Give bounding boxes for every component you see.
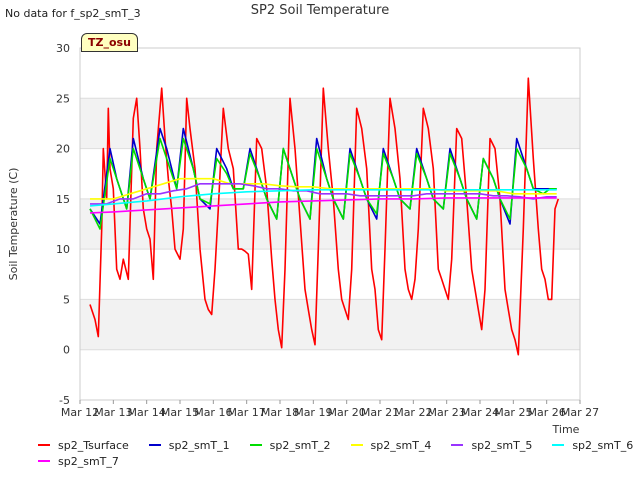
x-tick-label: Mar 18 bbox=[261, 406, 299, 419]
grid-band bbox=[80, 98, 580, 149]
legend-item-sp2_smT_7: sp2_smT_7 bbox=[38, 455, 119, 468]
y-axis-title: Soil Temperature (C) bbox=[7, 168, 20, 281]
legend-swatch bbox=[148, 444, 161, 446]
x-tick-label: Mar 25 bbox=[494, 406, 532, 419]
plot-border bbox=[79, 47, 581, 401]
series-line-sp2_smT_2 bbox=[89, 137, 557, 230]
y-tick-label: 25 bbox=[56, 92, 70, 105]
x-tick-label: Mar 24 bbox=[461, 406, 499, 419]
y-tick-label: 30 bbox=[56, 42, 70, 55]
legend-item-sp2_smT_1: sp2_smT_1 bbox=[148, 438, 230, 452]
legend-swatch bbox=[38, 460, 50, 462]
legend-swatch bbox=[38, 444, 50, 446]
x-tick-label: Mar 23 bbox=[428, 406, 466, 419]
y-tick-label: -5 bbox=[59, 394, 70, 407]
legend-row: sp2_Tsurface sp2_smT_1 sp2_smT_2 sp2_smT_4 s… bbox=[38, 437, 633, 453]
legend-item-sp2_smT_6: sp2_smT_6 bbox=[552, 439, 633, 452]
series-line-sp2_smT_4 bbox=[90, 177, 557, 200]
x-tick-label: Mar 14 bbox=[128, 406, 166, 419]
x-tick-label: Mar 20 bbox=[328, 406, 366, 419]
grid-band bbox=[80, 198, 580, 250]
y-tick-label: 0 bbox=[63, 344, 70, 357]
legend-label: sp2_smT_5 bbox=[471, 438, 533, 452]
legend-item-sp2_Tsurface: sp2_Tsurface bbox=[38, 439, 129, 452]
no-data-notice: No data for f_sp2_smT_3 bbox=[5, 7, 141, 20]
series-line-sp2_Tsurface bbox=[89, 77, 560, 356]
legend-item-sp2_smT_5: sp2_smT_5 bbox=[451, 439, 532, 452]
y-tick-label: 20 bbox=[56, 143, 70, 156]
y-tick-label: 10 bbox=[56, 243, 70, 256]
x-tick-label: Mar 19 bbox=[294, 406, 332, 419]
x-tick-label: Mar 21 bbox=[361, 406, 399, 419]
x-tick-label: Mar 17 bbox=[228, 406, 266, 419]
grid-band bbox=[80, 299, 580, 350]
chart-title: SP2 Soil Temperature bbox=[250, 3, 390, 18]
legend-item-sp2_smT_2: sp2_smT_2 bbox=[249, 438, 331, 452]
legend-label: sp2_smT_4 bbox=[370, 438, 432, 452]
legend-label: sp2_Tsurface bbox=[58, 438, 129, 452]
x-tick-label: Mar 13 bbox=[94, 406, 132, 419]
legend-label: sp2_smT_1 bbox=[168, 438, 230, 452]
legend-label: sp2_smT_6 bbox=[572, 438, 634, 452]
x-tick-label: Mar 16 bbox=[194, 406, 232, 419]
legend-swatch bbox=[249, 444, 262, 446]
x-tick-label: Mar 22 bbox=[394, 406, 432, 419]
timezone-badge: TZ_osu bbox=[81, 33, 138, 52]
series-line-sp2_smT_7 bbox=[89, 197, 557, 214]
x-tick-label: Mar 15 bbox=[161, 406, 199, 419]
legend-row: sp2_smT_7 bbox=[38, 453, 628, 469]
legend-label: sp2_smT_2 bbox=[269, 438, 331, 452]
x-tick-label: Mar 26 bbox=[528, 406, 566, 419]
series-line-sp2_smT_5 bbox=[90, 183, 557, 205]
legend-label: sp2_smT_7 bbox=[58, 454, 119, 468]
x-axis-title: Time bbox=[552, 423, 580, 436]
y-tick-label: 15 bbox=[56, 193, 70, 206]
x-tick-label: Mar 27 bbox=[561, 406, 599, 419]
legend: sp2_Tsurface sp2_smT_1 sp2_smT_2 sp2_smT_4 s… bbox=[38, 437, 633, 469]
legend-swatch bbox=[451, 444, 464, 446]
legend-item-sp2_smT_4: sp2_smT_4 bbox=[350, 438, 432, 452]
series-line-sp2_smT_6 bbox=[89, 189, 557, 207]
x-tick-label: Mar 12 bbox=[61, 406, 99, 419]
y-tick-label: 5 bbox=[63, 293, 70, 306]
legend-swatch bbox=[552, 444, 565, 446]
legend-swatch bbox=[350, 444, 363, 446]
